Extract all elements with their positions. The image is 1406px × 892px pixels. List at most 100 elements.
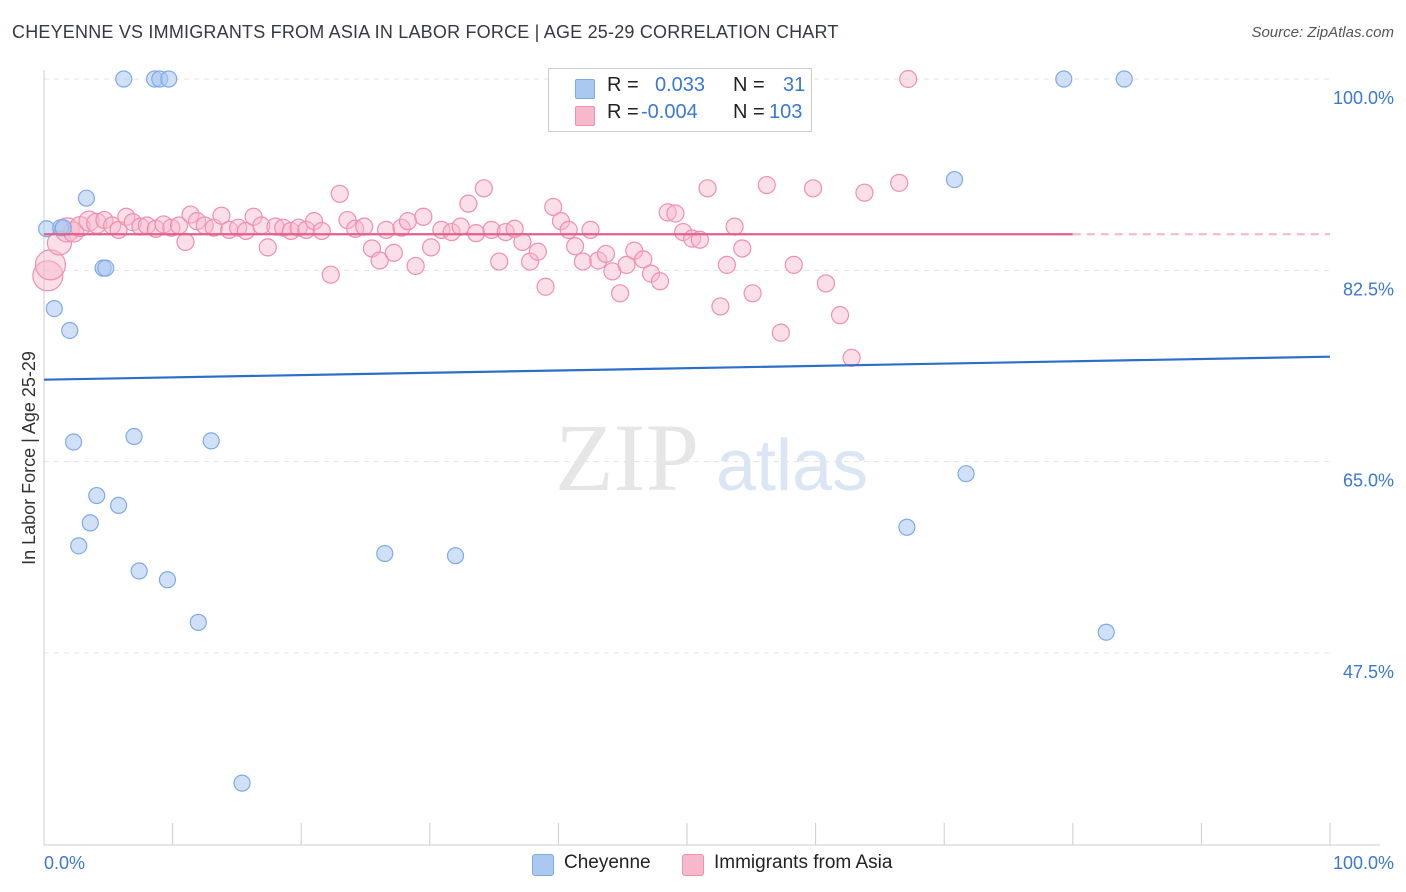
point-immigrants-42	[355, 217, 374, 236]
point-immigrants-19	[176, 232, 195, 252]
point-immigrants-73	[596, 244, 616, 264]
y-tick-label-3: 47.5%	[1343, 662, 1394, 682]
point-immigrants-51	[421, 238, 441, 257]
point-immigrants-80	[650, 272, 670, 291]
point-immigrants-64	[528, 242, 547, 261]
point-immigrants-46	[384, 243, 403, 262]
bottom-legend-swatch-cheyenne	[532, 854, 554, 876]
point-immigrants-101	[899, 69, 918, 89]
point-cheyenne-28	[898, 518, 916, 536]
point-immigrants-75	[611, 284, 630, 303]
x-tick-label-1: 100.0%	[1333, 853, 1394, 873]
series-cheyenne	[37, 70, 1133, 792]
point-immigrants-62	[513, 232, 532, 252]
point-immigrants-93	[771, 323, 790, 342]
point-cheyenne-14	[70, 537, 88, 555]
watermark-atlas: atlas	[716, 426, 868, 506]
legend-r-value: 0.033	[655, 74, 706, 96]
point-immigrants-97	[830, 306, 850, 325]
bottom-legend-label: Cheyenne	[564, 852, 651, 873]
bottom-legend-swatch-immigrants	[682, 854, 704, 876]
point-cheyenne-23	[160, 70, 178, 88]
point-cheyenne-5	[97, 259, 115, 277]
point-immigrants-82	[666, 204, 685, 223]
legend-swatch-cheyenne	[575, 79, 595, 99]
point-immigrants-50	[414, 207, 433, 226]
source-label: Source: ZipAtlas.com	[1251, 24, 1394, 41]
legend-r-value: -0.004	[641, 101, 698, 123]
point-cheyenne-26	[945, 170, 964, 189]
point-cheyenne-19	[446, 547, 465, 565]
trend-lines	[43, 233, 1331, 381]
point-cheyenne-16	[158, 571, 177, 589]
point-immigrants-71	[581, 220, 600, 239]
point-immigrants-47	[392, 218, 411, 237]
point-immigrants-89	[725, 217, 744, 236]
point-immigrants-100	[890, 173, 909, 192]
point-cheyenne-30	[233, 774, 251, 792]
point-immigrants-48	[398, 212, 418, 231]
y-tick-label-0: 100.0%	[1333, 88, 1394, 108]
watermark: ZIP atlas	[555, 404, 868, 511]
legend-n-value: 103	[769, 101, 803, 123]
legend-row-immigrants: R = -0.004 N = 103	[549, 101, 811, 127]
point-immigrants-98	[842, 348, 861, 367]
point-immigrants-20	[181, 205, 200, 224]
point-immigrants-57	[474, 179, 493, 198]
point-immigrants-66	[544, 197, 563, 217]
point-cheyenne-12	[109, 496, 128, 514]
point-cheyenne-15	[130, 562, 148, 580]
point-immigrants-76	[617, 255, 636, 274]
point-immigrants-44	[370, 251, 389, 270]
point-immigrants-6	[78, 210, 100, 232]
point-cheyenne-9	[125, 427, 143, 446]
point-cheyenne-17	[189, 613, 207, 631]
point-immigrants-37	[312, 221, 331, 241]
point-immigrants-55	[459, 194, 478, 213]
point-immigrants-78	[634, 250, 653, 269]
legend-r-label: R =	[607, 74, 639, 96]
point-immigrants-69	[566, 237, 585, 256]
point-immigrants-59	[490, 252, 509, 271]
point-cheyenne-8	[64, 433, 83, 451]
legend-r-label: R =	[607, 101, 639, 123]
point-immigrants-63	[521, 252, 540, 271]
point-immigrants-90	[733, 239, 752, 258]
watermark-zip: ZIP	[555, 404, 699, 511]
legend-n-label: N =	[733, 74, 765, 96]
point-immigrants-54	[451, 217, 470, 236]
point-immigrants-65	[536, 277, 555, 296]
point-immigrants-1	[34, 249, 67, 281]
axes	[43, 70, 1380, 846]
legend-n-label: N =	[733, 101, 765, 123]
point-cheyenne-20	[115, 70, 133, 88]
point-cheyenne-29	[1097, 623, 1115, 641]
y-tick-label-2: 65.0%	[1343, 471, 1394, 491]
point-immigrants-83	[674, 222, 693, 242]
point-immigrants-86	[698, 179, 717, 198]
point-immigrants-94	[784, 255, 803, 274]
legend-swatch-immigrants	[575, 106, 595, 126]
y-tick-label-1: 82.5%	[1343, 279, 1394, 299]
point-immigrants-91	[743, 284, 762, 303]
point-cheyenne-27	[957, 465, 975, 483]
point-cheyenne-10	[202, 432, 220, 450]
point-immigrants-38	[321, 265, 340, 284]
point-immigrants-96	[816, 274, 835, 293]
point-cheyenne-25	[1115, 70, 1133, 88]
point-cheyenne-6	[45, 300, 63, 318]
chart-title: CHEYENNE VS IMMIGRANTS FROM ASIA IN LABO…	[12, 22, 839, 42]
point-immigrants-92	[757, 175, 776, 195]
point-immigrants-87	[711, 297, 730, 316]
point-immigrants-99	[855, 183, 874, 202]
point-immigrants-39	[330, 184, 349, 203]
legend-n-value: 31	[783, 74, 806, 96]
point-immigrants-53	[442, 222, 461, 242]
gridlines	[44, 78, 1330, 654]
point-cheyenne-2	[54, 219, 72, 237]
point-immigrants-45	[376, 220, 396, 239]
point-immigrants-49	[406, 256, 425, 276]
point-immigrants-88	[717, 255, 736, 274]
legend-row-cheyenne: R = 0.033 N = 31	[549, 74, 811, 100]
